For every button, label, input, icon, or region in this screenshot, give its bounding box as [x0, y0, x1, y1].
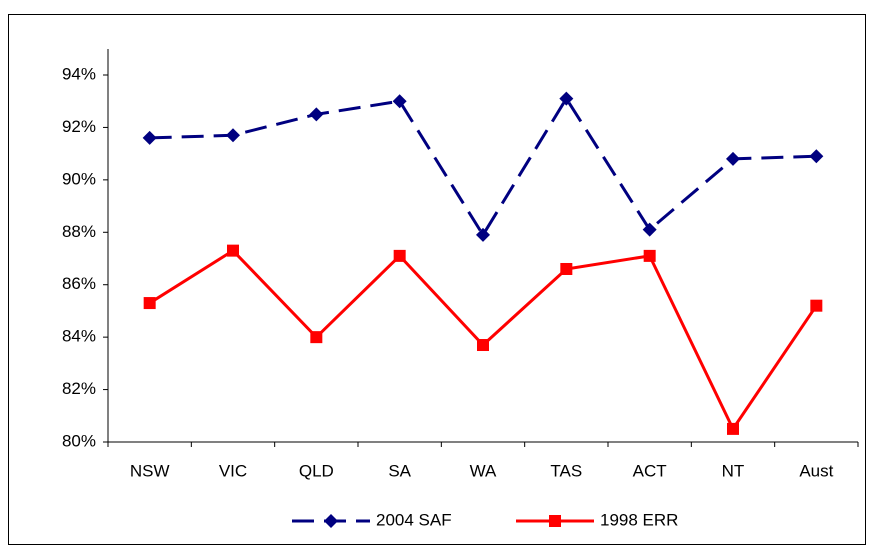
data-point — [727, 422, 739, 435]
data-point — [726, 151, 740, 166]
data-point — [226, 128, 240, 143]
data-point — [560, 262, 573, 275]
x-tick-label: TAS — [550, 461, 582, 480]
y-tick-label: 86% — [62, 274, 96, 293]
data-point — [393, 249, 406, 262]
data-point — [310, 331, 323, 344]
x-tick-label: VIC — [219, 461, 247, 480]
x-tick-label: QLD — [299, 461, 334, 480]
legend-label: 2004 SAF — [376, 510, 452, 529]
data-point — [809, 149, 824, 164]
y-tick-label: 84% — [62, 327, 96, 346]
data-point — [227, 244, 239, 257]
data-point — [392, 94, 407, 109]
data-point — [559, 91, 574, 106]
x-tick-label: NSW — [130, 461, 170, 480]
y-tick-label: 82% — [62, 379, 96, 398]
data-point — [477, 339, 489, 352]
data-point — [309, 107, 324, 122]
data-point — [142, 130, 157, 145]
data-point — [642, 222, 657, 237]
y-tick-label: 90% — [62, 169, 96, 188]
series-line — [149, 95, 817, 238]
data-point — [476, 227, 490, 242]
x-tick-label: NT — [722, 461, 745, 480]
legend-label: 1998 ERR — [600, 510, 678, 529]
y-tick-label: 92% — [62, 117, 96, 136]
x-tick-label: ACT — [633, 461, 667, 480]
data-point — [143, 297, 156, 310]
x-tick-label: SA — [388, 461, 411, 480]
chart-frame — [8, 14, 866, 545]
legend-marker — [324, 514, 338, 528]
x-tick-label: Aust — [799, 461, 833, 480]
legend-marker — [549, 515, 561, 527]
y-tick-label: 80% — [62, 431, 96, 450]
data-point — [810, 299, 823, 312]
x-tick-label: WA — [470, 461, 497, 480]
data-point — [643, 249, 656, 262]
y-tick-label: 94% — [62, 64, 96, 83]
y-tick-label: 88% — [62, 222, 96, 241]
